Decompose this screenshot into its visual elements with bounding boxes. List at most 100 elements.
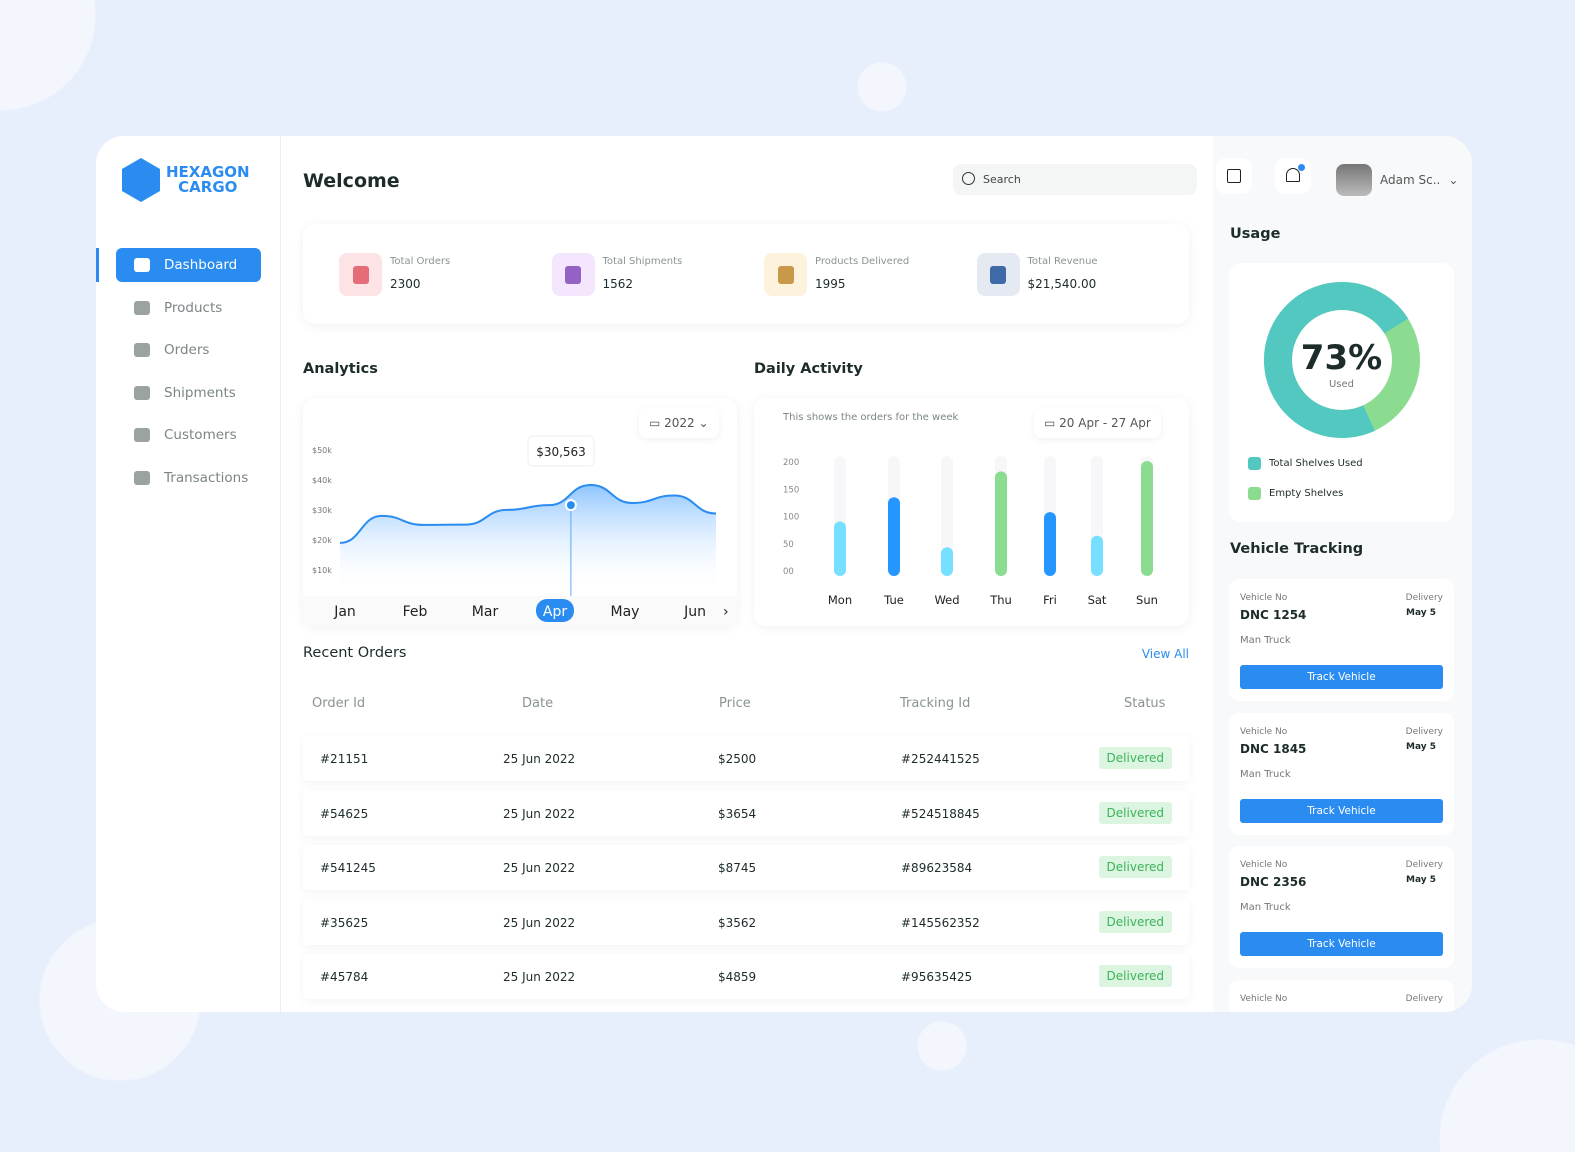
usage-card: 73% Used Total Shelves Used Empty Shelves <box>1229 263 1454 522</box>
sidebar-item-label: Dashboard <box>164 257 238 273</box>
stat-3: Total Revenue $21,540.00 <box>976 253 1190 324</box>
date-range-select[interactable]: ▭ 20 Apr - 27 Apr <box>1034 408 1161 438</box>
table-row[interactable]: #54625 25 Jun 2022 $3654 #524518845 Delivere… <box>303 790 1189 836</box>
stat-label: Total Shipments <box>602 256 683 267</box>
sidebar-item-transactions[interactable]: Transactions <box>116 461 261 495</box>
y-tick: 00 <box>783 567 794 577</box>
cell: #89623584 <box>901 861 973 875</box>
status-badge: Delivered <box>1098 801 1172 824</box>
cell: 25 Jun 2022 <box>503 970 576 984</box>
bar-track <box>941 456 953 576</box>
sidebar-item-customers[interactable]: Customers <box>116 418 261 452</box>
stat-0: Total Orders 2300 <box>339 253 552 324</box>
cell: #95635425 <box>901 970 973 984</box>
vehicle-card: Vehicle No Delivery <box>1229 979 1454 1012</box>
vehicle-card: Vehicle No Delivery DNC 1254 May 5 Man Tr… <box>1229 579 1454 701</box>
column-header: Date <box>522 696 554 711</box>
sidebar-item-label: Orders <box>164 342 210 358</box>
table-row[interactable]: #541245 25 Jun 2022 $8745 #89623584 Delivere… <box>303 845 1189 890</box>
sidebar-item-label: Customers <box>164 427 237 443</box>
cell: $3654 <box>718 806 757 821</box>
analytics-card: ▭ 2022 ⌄ $50k $40k $30k $20k $10k $30,563 Jan F… <box>303 398 737 626</box>
stat-icon-box <box>764 253 807 296</box>
sidebar-item-orders[interactable]: Orders <box>116 333 261 367</box>
user-name: Adam Sc.. <box>1380 173 1441 187</box>
cell: #35625 <box>320 915 369 930</box>
bar-tue <box>888 497 900 576</box>
cell: #524518845 <box>901 806 980 821</box>
day-label: Wed <box>934 593 959 607</box>
legend-swatch <box>1248 487 1261 500</box>
cell: #45784 <box>320 970 369 984</box>
legend-label: Empty Shelves <box>1269 488 1344 499</box>
vehicle-no: DNC 1254 <box>1240 608 1307 622</box>
notifications-button[interactable] <box>1275 158 1311 194</box>
recent-orders-title: Recent Orders <box>303 645 407 661</box>
stat-icon <box>565 265 581 284</box>
table-row[interactable]: #45784 25 Jun 2022 $4859 #95635425 Delivered <box>303 954 1189 999</box>
track-vehicle-button[interactable]: Track Vehicle <box>1240 798 1443 823</box>
delivery-label: Delivery <box>1405 860 1443 870</box>
sidebar-item-label: Shipments <box>164 384 236 401</box>
delivery-date: May 5 <box>1405 741 1436 752</box>
hover-point <box>564 499 577 512</box>
day-label: Fri <box>1043 593 1057 607</box>
bag-icon <box>134 343 150 357</box>
vehicle-card: Vehicle No Delivery DNC 1845 May 5 Man Tr… <box>1229 712 1454 835</box>
legend-label: Total Shelves Used <box>1269 458 1363 469</box>
cell: $3562 <box>718 915 757 930</box>
column-header: Order Id <box>312 696 366 711</box>
grid-icon <box>134 258 150 272</box>
delivery-label: Delivery <box>1405 993 1443 1004</box>
stat-1: Total Shipments 1562 <box>551 253 765 324</box>
year-select[interactable]: ▭ 2022 ⌄ <box>639 408 719 438</box>
stat-value: 2300 <box>390 277 421 291</box>
track-vehicle-button[interactable]: Track Vehicle <box>1240 932 1443 956</box>
daily-card: This shows the orders for the week ▭ 20 … <box>754 398 1189 626</box>
cell: 25 Jun 2022 <box>503 915 576 930</box>
stat-value: $21,540.00 <box>1027 277 1097 291</box>
bell-icon <box>1286 168 1300 182</box>
month-label: May <box>611 604 640 620</box>
track-vehicle-button[interactable]: Track Vehicle <box>1240 665 1443 689</box>
column-header: Tracking Id <box>900 696 971 711</box>
table-row[interactable]: #35625 25 Jun 2022 $3562 #145562352 Delivere… <box>303 899 1189 945</box>
usage-sub: Used <box>1328 379 1355 390</box>
chevron-right-icon: › <box>723 604 729 620</box>
month-label: Feb <box>403 604 428 620</box>
usage-percent: 73% <box>1300 338 1383 378</box>
hexagon-icon <box>122 158 160 202</box>
logo: HEXAGON CARGO <box>122 158 250 202</box>
day-label: Sat <box>1088 593 1107 607</box>
chevron-down-icon: ⌄ <box>1448 173 1459 187</box>
cell: 25 Jun 2022 <box>503 752 576 766</box>
legend-swatch <box>1248 457 1261 470</box>
cell: $2500 <box>718 752 757 766</box>
analytics-title: Analytics <box>303 361 378 377</box>
column-header: Price <box>719 696 751 711</box>
bar-mon <box>834 521 846 576</box>
y-tick: $20k <box>312 536 332 545</box>
cell: #21151 <box>320 752 369 766</box>
month-strip <box>303 596 737 626</box>
sidebar-item-shipments[interactable]: Shipments <box>116 376 261 410</box>
month-label: Mar <box>472 604 499 620</box>
search-input[interactable]: Search <box>953 164 1197 195</box>
date-range: 20 Apr - 27 Apr <box>1059 416 1151 430</box>
bar-thu <box>995 471 1007 576</box>
vehicle-no-label: Vehicle No <box>1240 593 1288 603</box>
view-all-link[interactable]: View All <box>1141 647 1189 661</box>
stat-icon-box <box>976 253 1020 296</box>
sidebar-item-dashboard[interactable]: Dashboard <box>116 248 261 282</box>
stat-icon-box <box>551 253 595 296</box>
vehicle-no-label: Vehicle No <box>1240 860 1288 870</box>
calendar-button[interactable] <box>1216 158 1252 194</box>
daily-chart: 200 150 100 50 00 Mon Tue Wed Thu Fri Sat Sun <box>783 456 1158 607</box>
calendar-icon <box>1227 169 1241 183</box>
user-menu[interactable]: Adam Sc.. ⌄ <box>1336 164 1458 196</box>
usage-title: Usage <box>1230 226 1281 242</box>
table-row[interactable]: #21151 25 Jun 2022 $2500 #252441525 Delivere… <box>303 736 1189 781</box>
avatar <box>1336 164 1372 196</box>
active-indicator <box>96 248 99 282</box>
sidebar-item-products[interactable]: Products <box>116 291 261 325</box>
